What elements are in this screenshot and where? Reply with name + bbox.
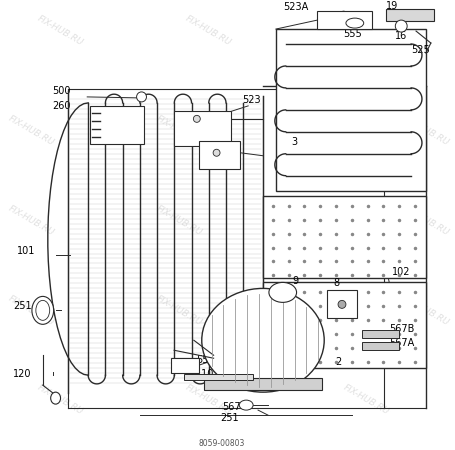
Text: 110: 110	[195, 369, 214, 379]
Text: 9: 9	[292, 276, 298, 287]
Text: 16: 16	[394, 31, 407, 41]
Text: 567A: 567A	[389, 338, 414, 348]
Text: FIX-HUB.RU: FIX-HUB.RU	[400, 114, 450, 148]
Text: 500: 500	[52, 86, 71, 96]
Bar	[183, 374, 253, 380]
Bar	[263, 283, 425, 368]
Text: 260: 260	[52, 101, 71, 111]
Bar	[317, 11, 371, 29]
Text: 523: 523	[242, 95, 260, 105]
Ellipse shape	[51, 392, 61, 404]
Ellipse shape	[268, 283, 296, 302]
Bar	[171, 358, 198, 373]
Bar	[361, 342, 399, 350]
Bar	[326, 290, 356, 318]
Text: FIX-HUB.RU: FIX-HUB.RU	[312, 114, 361, 148]
Text: FIX-HUB.RU: FIX-HUB.RU	[6, 114, 56, 148]
Text: FIX-HUB.RU: FIX-HUB.RU	[36, 14, 85, 48]
Text: FIX-HUB.RU: FIX-HUB.RU	[36, 383, 85, 417]
Text: FIX-HUB.RU: FIX-HUB.RU	[154, 204, 203, 237]
Text: 3: 3	[291, 137, 297, 147]
Ellipse shape	[201, 288, 324, 392]
Text: FIX-HUB.RU: FIX-HUB.RU	[184, 383, 233, 417]
Text: 8059-00803: 8059-00803	[198, 438, 245, 447]
Ellipse shape	[394, 20, 406, 32]
Text: FIX-HUB.RU: FIX-HUB.RU	[6, 293, 56, 327]
Bar	[361, 330, 399, 338]
Text: FIX-HUB.RU: FIX-HUB.RU	[400, 293, 450, 327]
Text: 101: 101	[17, 246, 35, 256]
Text: 523A: 523A	[282, 2, 307, 12]
Bar	[263, 196, 425, 279]
Text: FIX-HUB.RU: FIX-HUB.RU	[341, 383, 390, 417]
Bar	[198, 141, 240, 169]
Text: FIX-HUB.RU: FIX-HUB.RU	[341, 14, 390, 48]
Ellipse shape	[212, 149, 220, 156]
Bar	[275, 29, 425, 191]
Text: FIX-HUB.RU: FIX-HUB.RU	[312, 293, 361, 327]
Bar	[385, 9, 433, 21]
Text: 2: 2	[334, 357, 341, 367]
Text: 120: 120	[13, 369, 31, 379]
Bar	[203, 378, 322, 390]
Text: 555: 555	[342, 29, 361, 39]
Text: 550: 550	[195, 355, 214, 365]
Text: 567: 567	[222, 402, 241, 412]
Text: FIX-HUB.RU: FIX-HUB.RU	[154, 293, 203, 327]
Text: FIX-HUB.RU: FIX-HUB.RU	[400, 204, 450, 237]
Ellipse shape	[193, 115, 200, 122]
Text: FIX-HUB.RU: FIX-HUB.RU	[312, 204, 361, 237]
Ellipse shape	[136, 92, 146, 102]
Ellipse shape	[337, 301, 345, 308]
Text: 19: 19	[385, 1, 398, 11]
Text: 102: 102	[391, 267, 410, 278]
Ellipse shape	[32, 297, 54, 324]
Bar	[174, 111, 231, 146]
Text: 251A: 251A	[13, 302, 38, 311]
Text: 567B: 567B	[389, 324, 414, 334]
Bar	[90, 106, 144, 144]
Text: FIX-HUB.RU: FIX-HUB.RU	[154, 114, 203, 148]
Text: 525: 525	[410, 45, 429, 55]
Text: FIX-HUB.RU: FIX-HUB.RU	[184, 14, 233, 48]
Text: 8: 8	[332, 279, 339, 288]
Text: FIX-HUB.RU: FIX-HUB.RU	[6, 204, 56, 237]
Ellipse shape	[239, 400, 253, 410]
Text: 251: 251	[220, 413, 238, 423]
Ellipse shape	[345, 18, 363, 28]
